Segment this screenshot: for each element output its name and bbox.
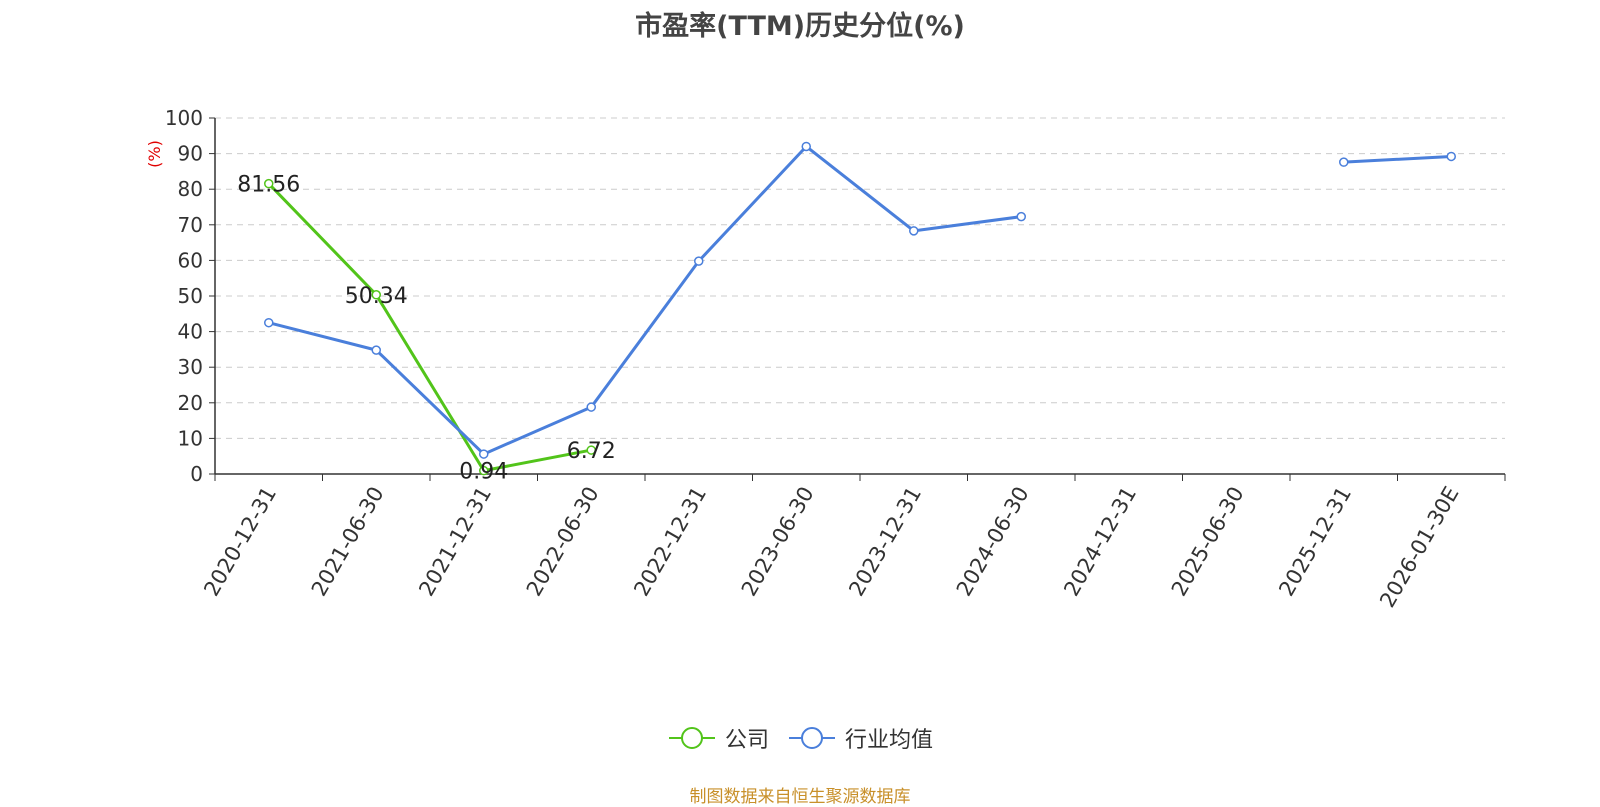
data-point bbox=[264, 317, 274, 328]
legend-line-circle-icon bbox=[668, 727, 715, 749]
data-point bbox=[586, 402, 596, 412]
chart-title: 市盈率(TTM)历史分位(%) bbox=[635, 11, 965, 42]
x-tick-label: 2025-06-30 bbox=[1167, 483, 1249, 601]
y-tick-label: 0 bbox=[190, 462, 203, 486]
data-point bbox=[479, 449, 489, 459]
data-label: 6.72 bbox=[567, 439, 616, 464]
legend-item-company[interactable]: 公司 bbox=[667, 722, 769, 754]
data-point bbox=[1016, 211, 1026, 222]
x-tick-label: 2023-06-30 bbox=[737, 483, 819, 601]
data-point bbox=[586, 445, 596, 455]
x-tick-label: 2024-12-31 bbox=[1059, 483, 1141, 601]
series-line bbox=[267, 182, 592, 473]
x-tick-label: 2021-06-30 bbox=[307, 483, 389, 601]
legend-item-industry-average[interactable]: 行业均值 bbox=[787, 722, 933, 754]
x-tick-label: 2023-12-31 bbox=[844, 483, 926, 601]
legend-label-company: 公司 bbox=[724, 728, 769, 753]
legend-line-circle-icon bbox=[789, 727, 835, 749]
source-note: 制图数据来自恒生聚源数据库 bbox=[689, 787, 911, 807]
data-label: 81.56 bbox=[237, 173, 300, 198]
legend: 公司 行业均值 bbox=[0, 722, 1600, 754]
data-point bbox=[801, 141, 811, 152]
data-label: 0.94 bbox=[459, 460, 508, 485]
y-tick-label: 100 bbox=[165, 106, 203, 130]
y-tick-label: 60 bbox=[178, 248, 203, 272]
grid-lines bbox=[215, 117, 1505, 439]
data-point bbox=[371, 345, 381, 355]
x-tick-label: 2020-12-31 bbox=[199, 483, 281, 601]
y-tick-label: 90 bbox=[178, 142, 203, 166]
data-point bbox=[1446, 151, 1456, 162]
data-point bbox=[1339, 157, 1349, 167]
data-point bbox=[909, 226, 919, 236]
y-tick-label: 80 bbox=[178, 177, 203, 201]
data-point bbox=[264, 178, 274, 189]
y-tick-label: 70 bbox=[178, 213, 203, 237]
y-tick-label: 10 bbox=[178, 426, 203, 450]
axes: 0 10 20 30 40 50 60 70 80 90 100 2020-12-31 2021-06-… bbox=[165, 106, 1506, 612]
legend-label-industry-average: 行业均值 bbox=[845, 728, 934, 753]
series-line bbox=[268, 144, 1022, 456]
y-tick-label: 30 bbox=[178, 355, 203, 379]
series-lines bbox=[264, 141, 1456, 476]
x-tick-label: 2022-12-31 bbox=[629, 483, 711, 601]
data-point bbox=[694, 256, 704, 266]
x-tick-label: 2022-06-30 bbox=[522, 483, 604, 601]
y-tick-label: 20 bbox=[178, 391, 203, 415]
x-tick-label: 2021-12-31 bbox=[414, 483, 496, 601]
x-tick-label: 2025-12-31 bbox=[1274, 483, 1356, 601]
data-point bbox=[371, 290, 381, 300]
y-axis-label: (%) bbox=[145, 140, 164, 168]
data-point bbox=[479, 465, 489, 476]
x-tick-label: 2026-01-30E bbox=[1375, 483, 1463, 612]
series-line bbox=[1343, 154, 1452, 164]
y-tick-label: 50 bbox=[178, 284, 203, 308]
y-tick-label: 40 bbox=[178, 320, 203, 344]
x-tick-label: 2024-06-30 bbox=[952, 483, 1034, 601]
data-labels: 81.56 50.34 0.94 6.72 bbox=[237, 173, 615, 485]
data-label: 50.34 bbox=[345, 284, 408, 309]
